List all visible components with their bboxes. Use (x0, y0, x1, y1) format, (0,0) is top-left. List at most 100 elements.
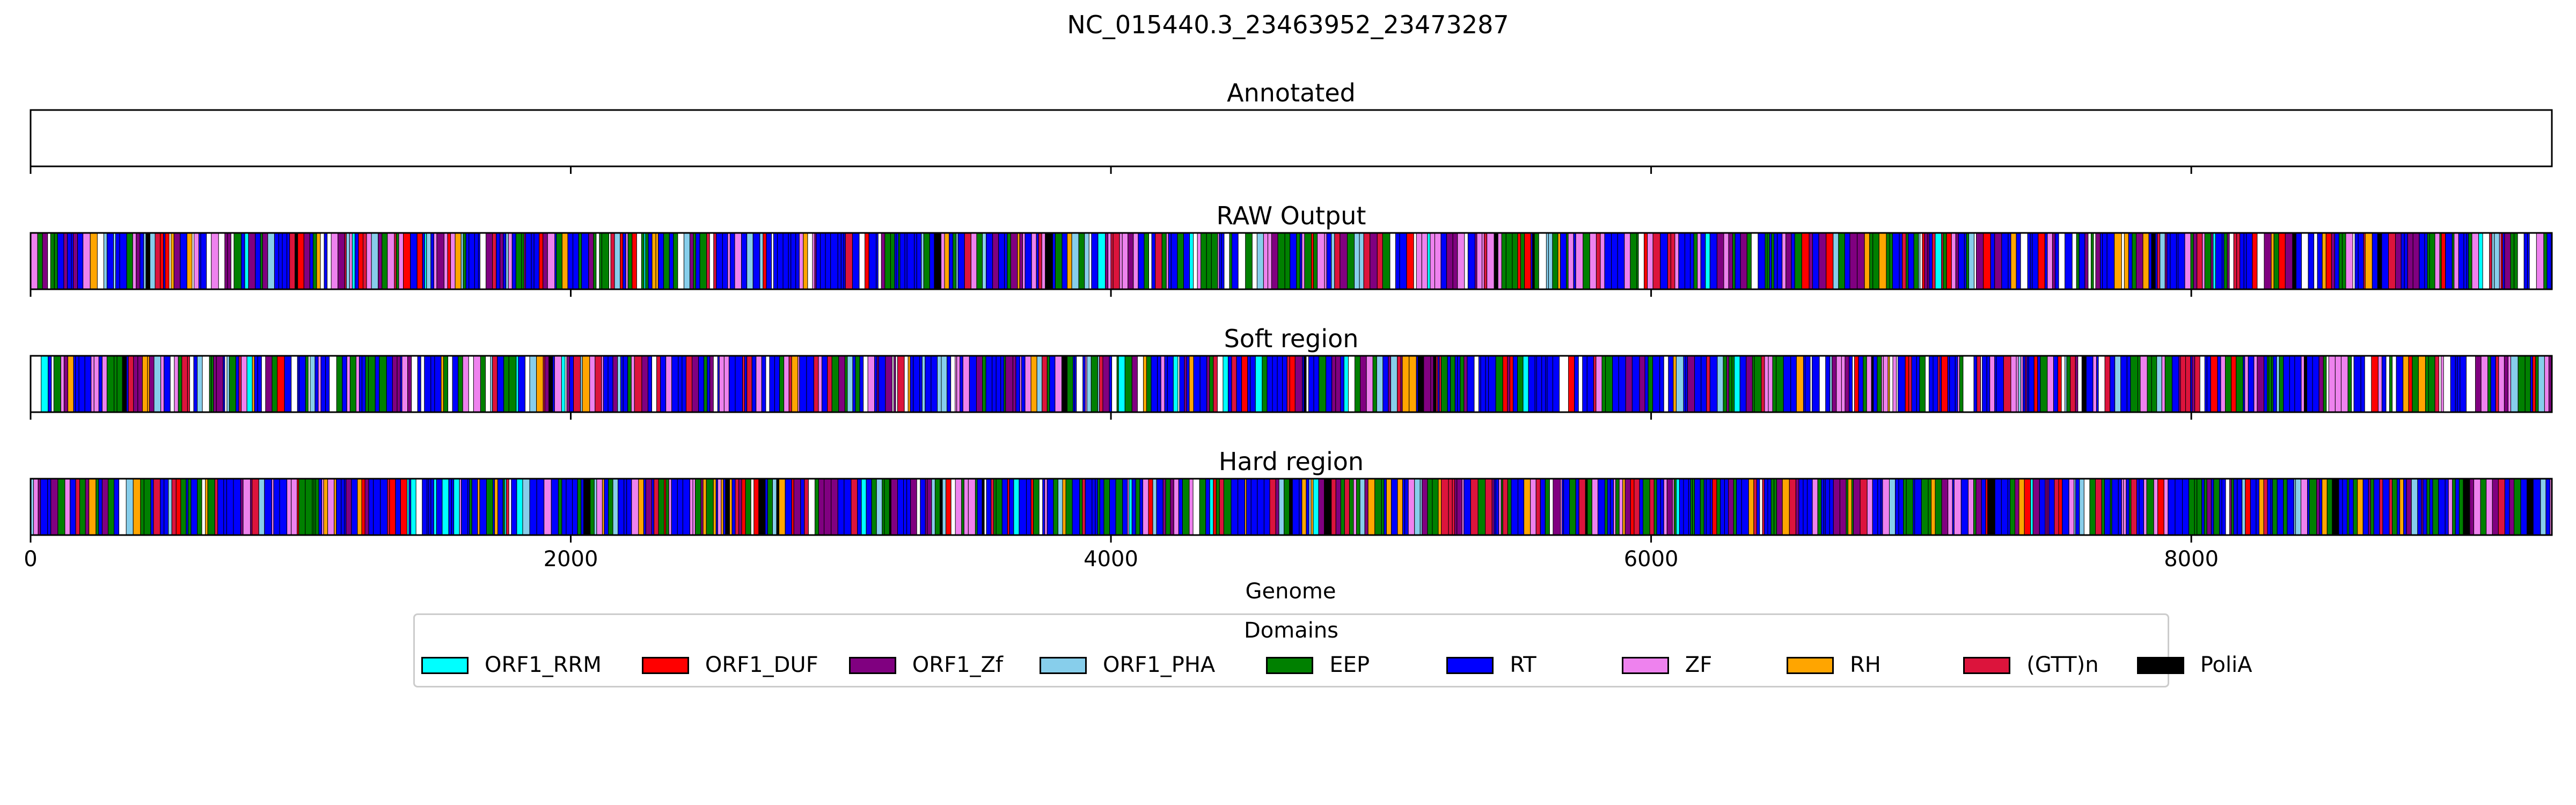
domain-segment (334, 478, 337, 536)
domain-segment (721, 478, 724, 536)
domain-segment (2233, 232, 2237, 290)
domain-segment (569, 355, 574, 413)
domain-segment (1753, 478, 1757, 536)
domain-segment (164, 355, 171, 413)
domain-segment (186, 478, 188, 536)
domain-segment (827, 355, 832, 413)
domain-segment (719, 355, 724, 413)
domain-segment (358, 232, 364, 290)
domain-segment (516, 478, 523, 536)
domain-segment (276, 355, 285, 413)
domain-segment (1546, 232, 1549, 290)
domain-segment (738, 478, 742, 536)
domain-segment (741, 478, 746, 536)
domain-segment (2520, 478, 2528, 536)
domain-segment (2411, 478, 2418, 536)
domain-segment (608, 355, 613, 413)
domain-segment (2434, 232, 2440, 290)
domain-segment (744, 355, 748, 413)
domain-segment (1030, 478, 1034, 536)
domain-segment (515, 232, 522, 290)
domain-segment (289, 232, 296, 290)
domain-segment (1004, 232, 1008, 290)
domain-segment (1560, 232, 1567, 290)
domain-segment (960, 355, 963, 413)
domain-segment (1097, 478, 1100, 536)
domain-segment (2102, 232, 2107, 290)
domain-segment (878, 355, 886, 413)
domain-segment (2419, 232, 2425, 290)
domain-segment (2532, 355, 2536, 413)
domain-segment (2032, 478, 2040, 536)
domain-segment (2001, 478, 2008, 536)
domain-segment (455, 232, 462, 290)
domain-segment (706, 232, 710, 290)
domain-segment (2406, 478, 2412, 536)
domain-segment (2509, 478, 2515, 536)
domain-segment (2494, 232, 2500, 290)
domain-segment (191, 478, 198, 536)
domain-segment (2045, 478, 2047, 536)
domain-segment (2160, 232, 2165, 290)
domain-segment (2289, 355, 2295, 413)
legend-label: RT (1510, 653, 1536, 677)
domain-segment (956, 232, 958, 290)
domain-segment (2377, 232, 2382, 290)
domain-segment (1573, 232, 1576, 290)
domain-segment (411, 478, 416, 536)
domain-segment (594, 478, 597, 536)
legend-title: Domains (1243, 618, 1339, 643)
domain-segment (641, 355, 648, 413)
domain-segment (897, 478, 904, 536)
domain-segment (1898, 478, 1904, 536)
domain-segment (985, 355, 993, 413)
domain-segment (325, 355, 330, 413)
domain-segment (1142, 478, 1149, 536)
domain-segment (442, 478, 449, 536)
domain-segment (223, 355, 225, 413)
domain-segment (2204, 232, 2212, 290)
domain-segment (1941, 355, 1948, 413)
domain-segment (914, 232, 917, 290)
domain-segment (1967, 478, 1974, 536)
domain-segment (149, 355, 155, 413)
domain-segment (2220, 355, 2226, 413)
domain-segment (1832, 355, 1837, 413)
domain-segment (1062, 478, 1066, 536)
domain-segment (1582, 355, 1587, 413)
domain-segment (181, 355, 188, 413)
domain-segment (2388, 232, 2396, 290)
domain-segment (1055, 355, 1062, 413)
domain-segment (1826, 232, 1834, 290)
domain-segment (1545, 478, 1550, 536)
domain-segment (2229, 478, 2232, 536)
domain-segment (556, 232, 562, 290)
domain-segment (63, 355, 68, 413)
x-tick-label: 8000 (2164, 547, 2219, 572)
domain-segment (2003, 355, 2011, 413)
legend-swatch (848, 657, 896, 674)
domain-segment (668, 478, 672, 536)
domain-segment (1548, 232, 1553, 290)
domain-segment (2267, 478, 2272, 536)
domain-segment (1930, 478, 1936, 536)
domain-segment (2381, 232, 2389, 290)
domain-segment (2053, 355, 2059, 413)
domain-segment (1055, 232, 1063, 290)
domain-segment (923, 232, 930, 290)
domain-segment (2271, 232, 2274, 290)
domain-segment (1887, 355, 1890, 413)
domain-segment (2322, 232, 2326, 290)
domain-segment (1663, 478, 1667, 536)
domain-segment (331, 232, 339, 290)
legend-swatch (421, 657, 469, 674)
domain-segment (2334, 355, 2341, 413)
domain-segment (1463, 355, 1468, 413)
domain-segment (1109, 478, 1116, 536)
domain-segment (1586, 355, 1594, 413)
domain-segment (742, 355, 745, 413)
domain-segment (1360, 355, 1367, 413)
domain-segment (698, 355, 705, 413)
domain-segment (1796, 355, 1804, 413)
domain-segment (458, 355, 463, 413)
